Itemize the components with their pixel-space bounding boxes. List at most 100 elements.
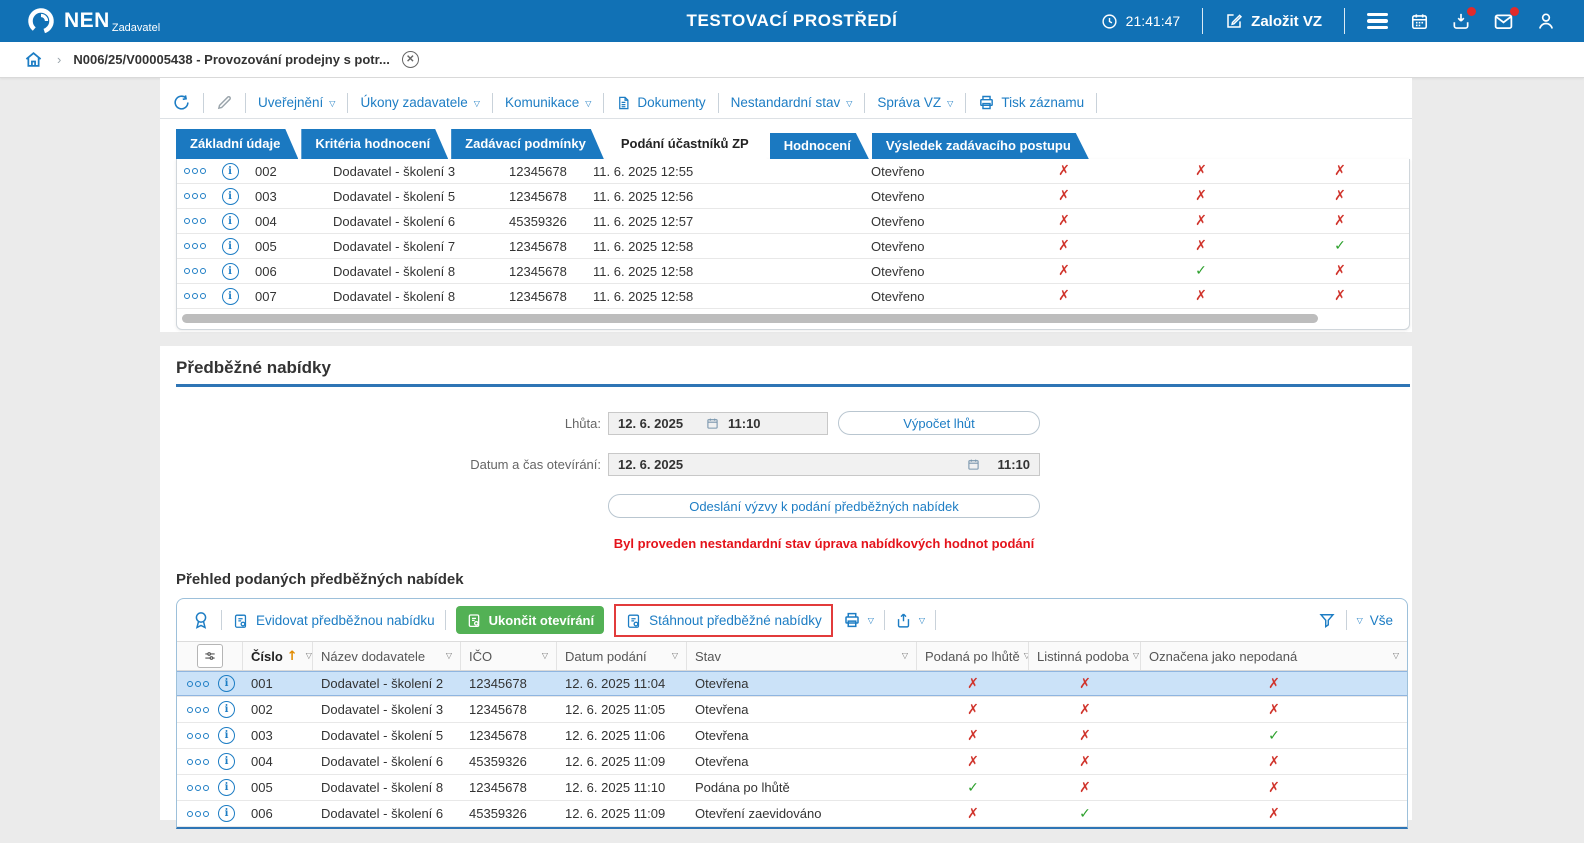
table-row[interactable]: i 006 Dodavatel - školení 8 12345678 11.…: [177, 259, 1409, 284]
column-header-cislo[interactable]: Číslo ↑ ▽: [243, 642, 313, 670]
toolbar-item-ukony-zadavatele[interactable]: Úkony zadavatele ▽: [360, 95, 480, 110]
toolbar-item-nestandardni-stav[interactable]: Nestandardní stav ▽: [730, 95, 853, 110]
row-menu-icon[interactable]: [187, 732, 209, 739]
menu-button[interactable]: [1367, 12, 1388, 30]
close-icon[interactable]: ✕: [401, 51, 419, 68]
opening-time-value[interactable]: 11:10: [997, 457, 1030, 472]
tab-podani-ucastniku-zp[interactable]: Podání účastníků ZP: [607, 129, 767, 159]
column-header-datum[interactable]: Datum podání ▽: [557, 642, 687, 670]
toolbar-item-komunikace[interactable]: Komunikace ▽: [504, 95, 592, 110]
calendar-icon[interactable]: [967, 458, 980, 471]
table-row[interactable]: i 005 Dodavatel - školení 8 12345678 12.…: [177, 775, 1407, 801]
stahnout-predbezne-nabidky-button[interactable]: Stáhnout předběžné nabídky: [625, 612, 822, 629]
tab-kriteria-hodnoceni[interactable]: Kritéria hodnocení: [301, 129, 448, 159]
profile-button[interactable]: [1536, 11, 1556, 31]
table-row[interactable]: i 007 Dodavatel - školení 8 12345678 11.…: [177, 284, 1409, 309]
info-icon[interactable]: i: [221, 262, 239, 280]
award-icon[interactable]: [191, 610, 211, 630]
column-header-nazev[interactable]: Název dodavatele ▽: [313, 642, 461, 670]
info-icon[interactable]: i: [218, 727, 235, 744]
scrollbar-thumb[interactable]: [182, 314, 1319, 323]
table-row[interactable]: i 004 Dodavatel - školení 6 45359326 11.…: [177, 209, 1409, 234]
deadline-input[interactable]: 12. 6. 2025 11:10: [608, 411, 828, 435]
divider: [491, 92, 493, 113]
row-menu-icon[interactable]: [187, 810, 209, 817]
column-header-oznacena-jako-nepodana[interactable]: Označena jako nepodaná ▽: [1149, 648, 1399, 664]
table-row[interactable]: i 005 Dodavatel - školení 7 12345678 11.…: [177, 234, 1409, 259]
toolbar-item-uverejneni[interactable]: Uveřejnění ▽: [258, 95, 336, 110]
ukoncit-oteviranni-button[interactable]: Ukončit otevírání: [455, 606, 605, 634]
calc-deadlines-button[interactable]: Výpočet lhůt: [838, 411, 1040, 435]
refresh-button[interactable]: [172, 93, 191, 112]
tab-vysledek-zadavaciho-postupu[interactable]: Výsledek zadávacího postupu: [872, 133, 1089, 159]
table-row[interactable]: i 003 Dodavatel - školení 5 12345678 12.…: [177, 723, 1407, 749]
column-header-listinna-podoba[interactable]: Listinná podoba ▽: [1029, 642, 1141, 670]
calendar-icon[interactable]: [706, 417, 719, 430]
table-row[interactable]: i 002 Dodavatel - školení 3 12345678 12.…: [177, 697, 1407, 723]
info-icon[interactable]: i: [221, 212, 239, 230]
downloads-button[interactable]: [1451, 7, 1476, 31]
caret-down-icon[interactable]: ▽: [445, 651, 452, 660]
caret-down-icon[interactable]: ▽: [541, 651, 548, 660]
info-icon[interactable]: i: [218, 779, 235, 796]
info-icon[interactable]: i: [221, 237, 239, 255]
column-settings-button[interactable]: [196, 644, 223, 668]
send-invitation-button[interactable]: Odeslání výzvy k podání předběžných nabí…: [608, 494, 1040, 518]
caret-down-icon[interactable]: ▽: [1020, 652, 1028, 660]
info-icon[interactable]: i: [221, 162, 239, 180]
row-menu-icon[interactable]: [184, 168, 206, 174]
highlight-box: Stáhnout předběžné nabídky: [614, 603, 833, 637]
caret-down-icon[interactable]: ▽: [1392, 651, 1399, 660]
table-row[interactable]: i 006 Dodavatel - školení 6 45359326 12.…: [177, 801, 1407, 827]
row-menu-icon[interactable]: [187, 706, 209, 713]
create-vz-button[interactable]: Založit VZ: [1225, 12, 1322, 30]
deadline-time-value[interactable]: 11:10: [728, 415, 761, 431]
column-header-stav[interactable]: Stav ▽: [687, 642, 917, 670]
toolbar-item-sprava-vz[interactable]: Správa VZ ▽: [877, 95, 954, 110]
filter-button[interactable]: [1318, 611, 1336, 629]
row-menu-icon[interactable]: [184, 193, 206, 199]
table-row[interactable]: i 001 Dodavatel - školení 2 12345678 12.…: [177, 671, 1407, 697]
info-icon[interactable]: i: [218, 805, 235, 822]
view-all-dropdown[interactable]: ▽ Vše: [1356, 612, 1393, 628]
caret-down-icon[interactable]: ▽: [1132, 651, 1139, 660]
print-grid-button[interactable]: ▽: [843, 611, 874, 629]
row-menu-icon[interactable]: [184, 243, 206, 249]
table-row[interactable]: i 004 Dodavatel - školení 6 45359326 12.…: [177, 749, 1407, 775]
home-icon[interactable]: [24, 50, 43, 69]
info-icon[interactable]: i: [218, 675, 235, 692]
column-header-ico[interactable]: IČO ▽: [461, 642, 557, 670]
caret-down-icon[interactable]: ▽: [901, 651, 908, 660]
info-icon[interactable]: i: [221, 287, 239, 305]
opening-input[interactable]: 12. 6. 2025 11:10: [608, 453, 1040, 476]
caret-down-icon[interactable]: ▽: [671, 651, 678, 660]
opening-date-value[interactable]: 12. 6. 2025: [618, 457, 684, 472]
row-menu-icon[interactable]: [187, 758, 209, 765]
toolbar-item-dokumenty[interactable]: Dokumenty: [616, 95, 706, 111]
info-icon[interactable]: i: [221, 187, 239, 205]
table-row[interactable]: i 003 Dodavatel - školení 5 12345678 11.…: [177, 184, 1409, 209]
tab-hodnoceni[interactable]: Hodnocení: [770, 133, 869, 159]
info-icon[interactable]: i: [218, 701, 235, 718]
horizontal-scrollbar[interactable]: [177, 309, 1409, 329]
brand[interactable]: NEN Zadavatel: [26, 6, 160, 36]
evidovat-button[interactable]: Evidovat předběžnou nabídku: [232, 612, 435, 629]
tab-zadavaci-podminky[interactable]: Zadávací podmínky: [451, 129, 604, 159]
caret-down-icon[interactable]: ▽: [305, 651, 312, 660]
table-row[interactable]: i 002 Dodavatel - školení 3 12345678 11.…: [177, 159, 1409, 184]
breadcrumb-item[interactable]: N006/25/V00005438 - Provozování prodejny…: [73, 52, 390, 67]
export-button[interactable]: ▽: [895, 612, 925, 629]
row-menu-icon[interactable]: [184, 218, 206, 224]
edit-record-button[interactable]: [216, 94, 233, 111]
calendar-button[interactable]: [1410, 12, 1429, 31]
row-menu-icon[interactable]: [184, 268, 206, 274]
row-menu-icon[interactable]: [187, 784, 209, 791]
row-menu-icon[interactable]: [187, 680, 209, 687]
info-icon[interactable]: i: [218, 753, 235, 770]
deadline-date-value[interactable]: 12. 6. 2025: [618, 415, 684, 431]
messages-button[interactable]: [1493, 6, 1519, 32]
toolbar-item-tisk-zaznamu[interactable]: Tisk záznamu: [978, 94, 1084, 111]
column-header-podana-po-lhute[interactable]: Podaná po lhůtě▽: [917, 642, 1029, 670]
tab-zakladni-udaje[interactable]: Základní údaje: [176, 129, 298, 159]
row-menu-icon[interactable]: [184, 293, 206, 299]
